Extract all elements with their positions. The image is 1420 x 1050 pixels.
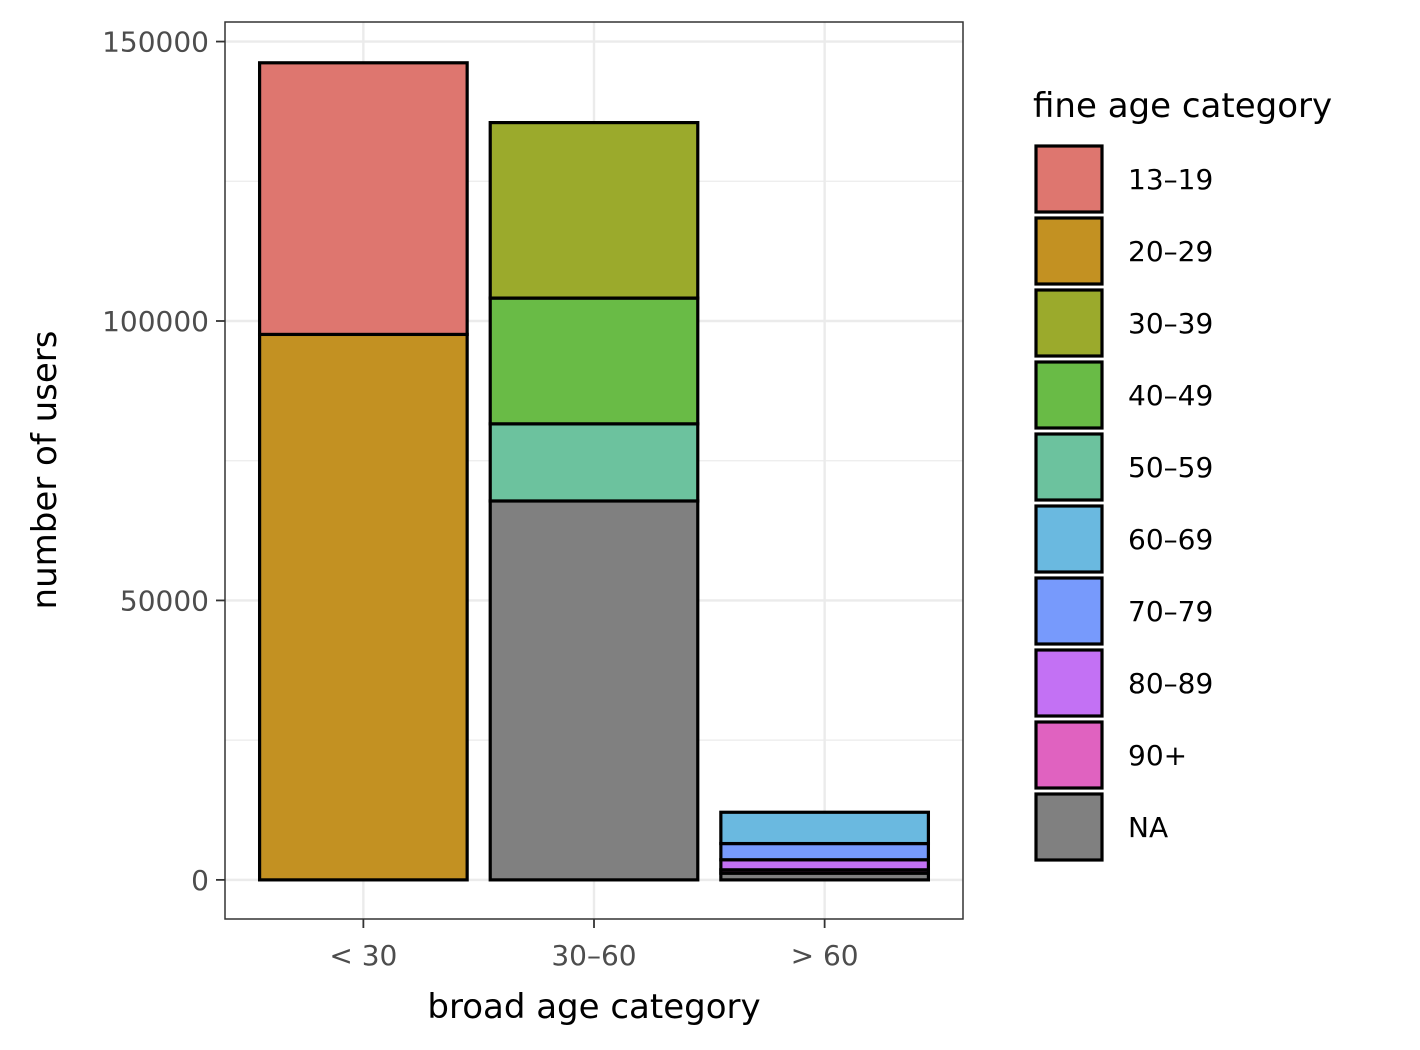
x-tick-label: 30–60	[551, 939, 636, 972]
legend-key	[1034, 432, 1104, 502]
x-tick-label: > 60	[791, 939, 859, 972]
legend-key	[1034, 216, 1104, 286]
legend-label: 60–69	[1128, 523, 1213, 556]
legend-label: NA	[1128, 811, 1168, 844]
legend-key	[1034, 144, 1104, 214]
y-axis-title: number of users	[25, 331, 65, 610]
legend-key	[1034, 720, 1104, 790]
legend-key	[1034, 792, 1104, 862]
legend-label: 30–39	[1128, 307, 1213, 340]
legend-label: 40–49	[1128, 379, 1213, 412]
bar-segment	[488, 296, 700, 426]
bar-segment	[488, 499, 700, 882]
bar-segment	[257, 332, 469, 882]
legend-key	[1034, 504, 1104, 574]
legend-key	[1034, 360, 1104, 430]
y-axis: 0 50000 100000 150000	[102, 26, 225, 897]
x-axis: < 30 30–60 > 60	[329, 919, 859, 972]
legend-items: 13–19 20–29 30–39 40–49 50–59 60–69 70–79 80–89…	[1034, 144, 1213, 862]
bars	[257, 61, 931, 882]
legend-key	[1034, 648, 1104, 718]
y-tick-label: 50000	[120, 584, 209, 617]
legend-label: 13–19	[1128, 163, 1213, 196]
legend-key	[1034, 288, 1104, 358]
legend-title: fine age category	[1033, 86, 1332, 126]
bar-segment	[719, 841, 931, 862]
y-tick-label: 100000	[102, 305, 209, 338]
bar-segment	[488, 422, 700, 503]
x-axis-title: broad age category	[427, 987, 760, 1027]
legend-label: 20–29	[1128, 235, 1213, 268]
legend-key	[1034, 576, 1104, 646]
bar-segment	[257, 61, 469, 337]
bar-segment	[488, 120, 700, 300]
legend-label: 90+	[1128, 739, 1187, 772]
x-tick-label: < 30	[329, 939, 397, 972]
y-tick-label: 150000	[102, 26, 209, 59]
y-tick-label: 0	[191, 864, 209, 897]
legend-label: 80–89	[1128, 667, 1213, 700]
legend-label: 50–59	[1128, 451, 1213, 484]
bar-segment	[719, 810, 931, 846]
legend: fine age category 13–19 20–29 30–39 40–49 50…	[1033, 86, 1332, 862]
legend-label: 70–79	[1128, 595, 1213, 628]
